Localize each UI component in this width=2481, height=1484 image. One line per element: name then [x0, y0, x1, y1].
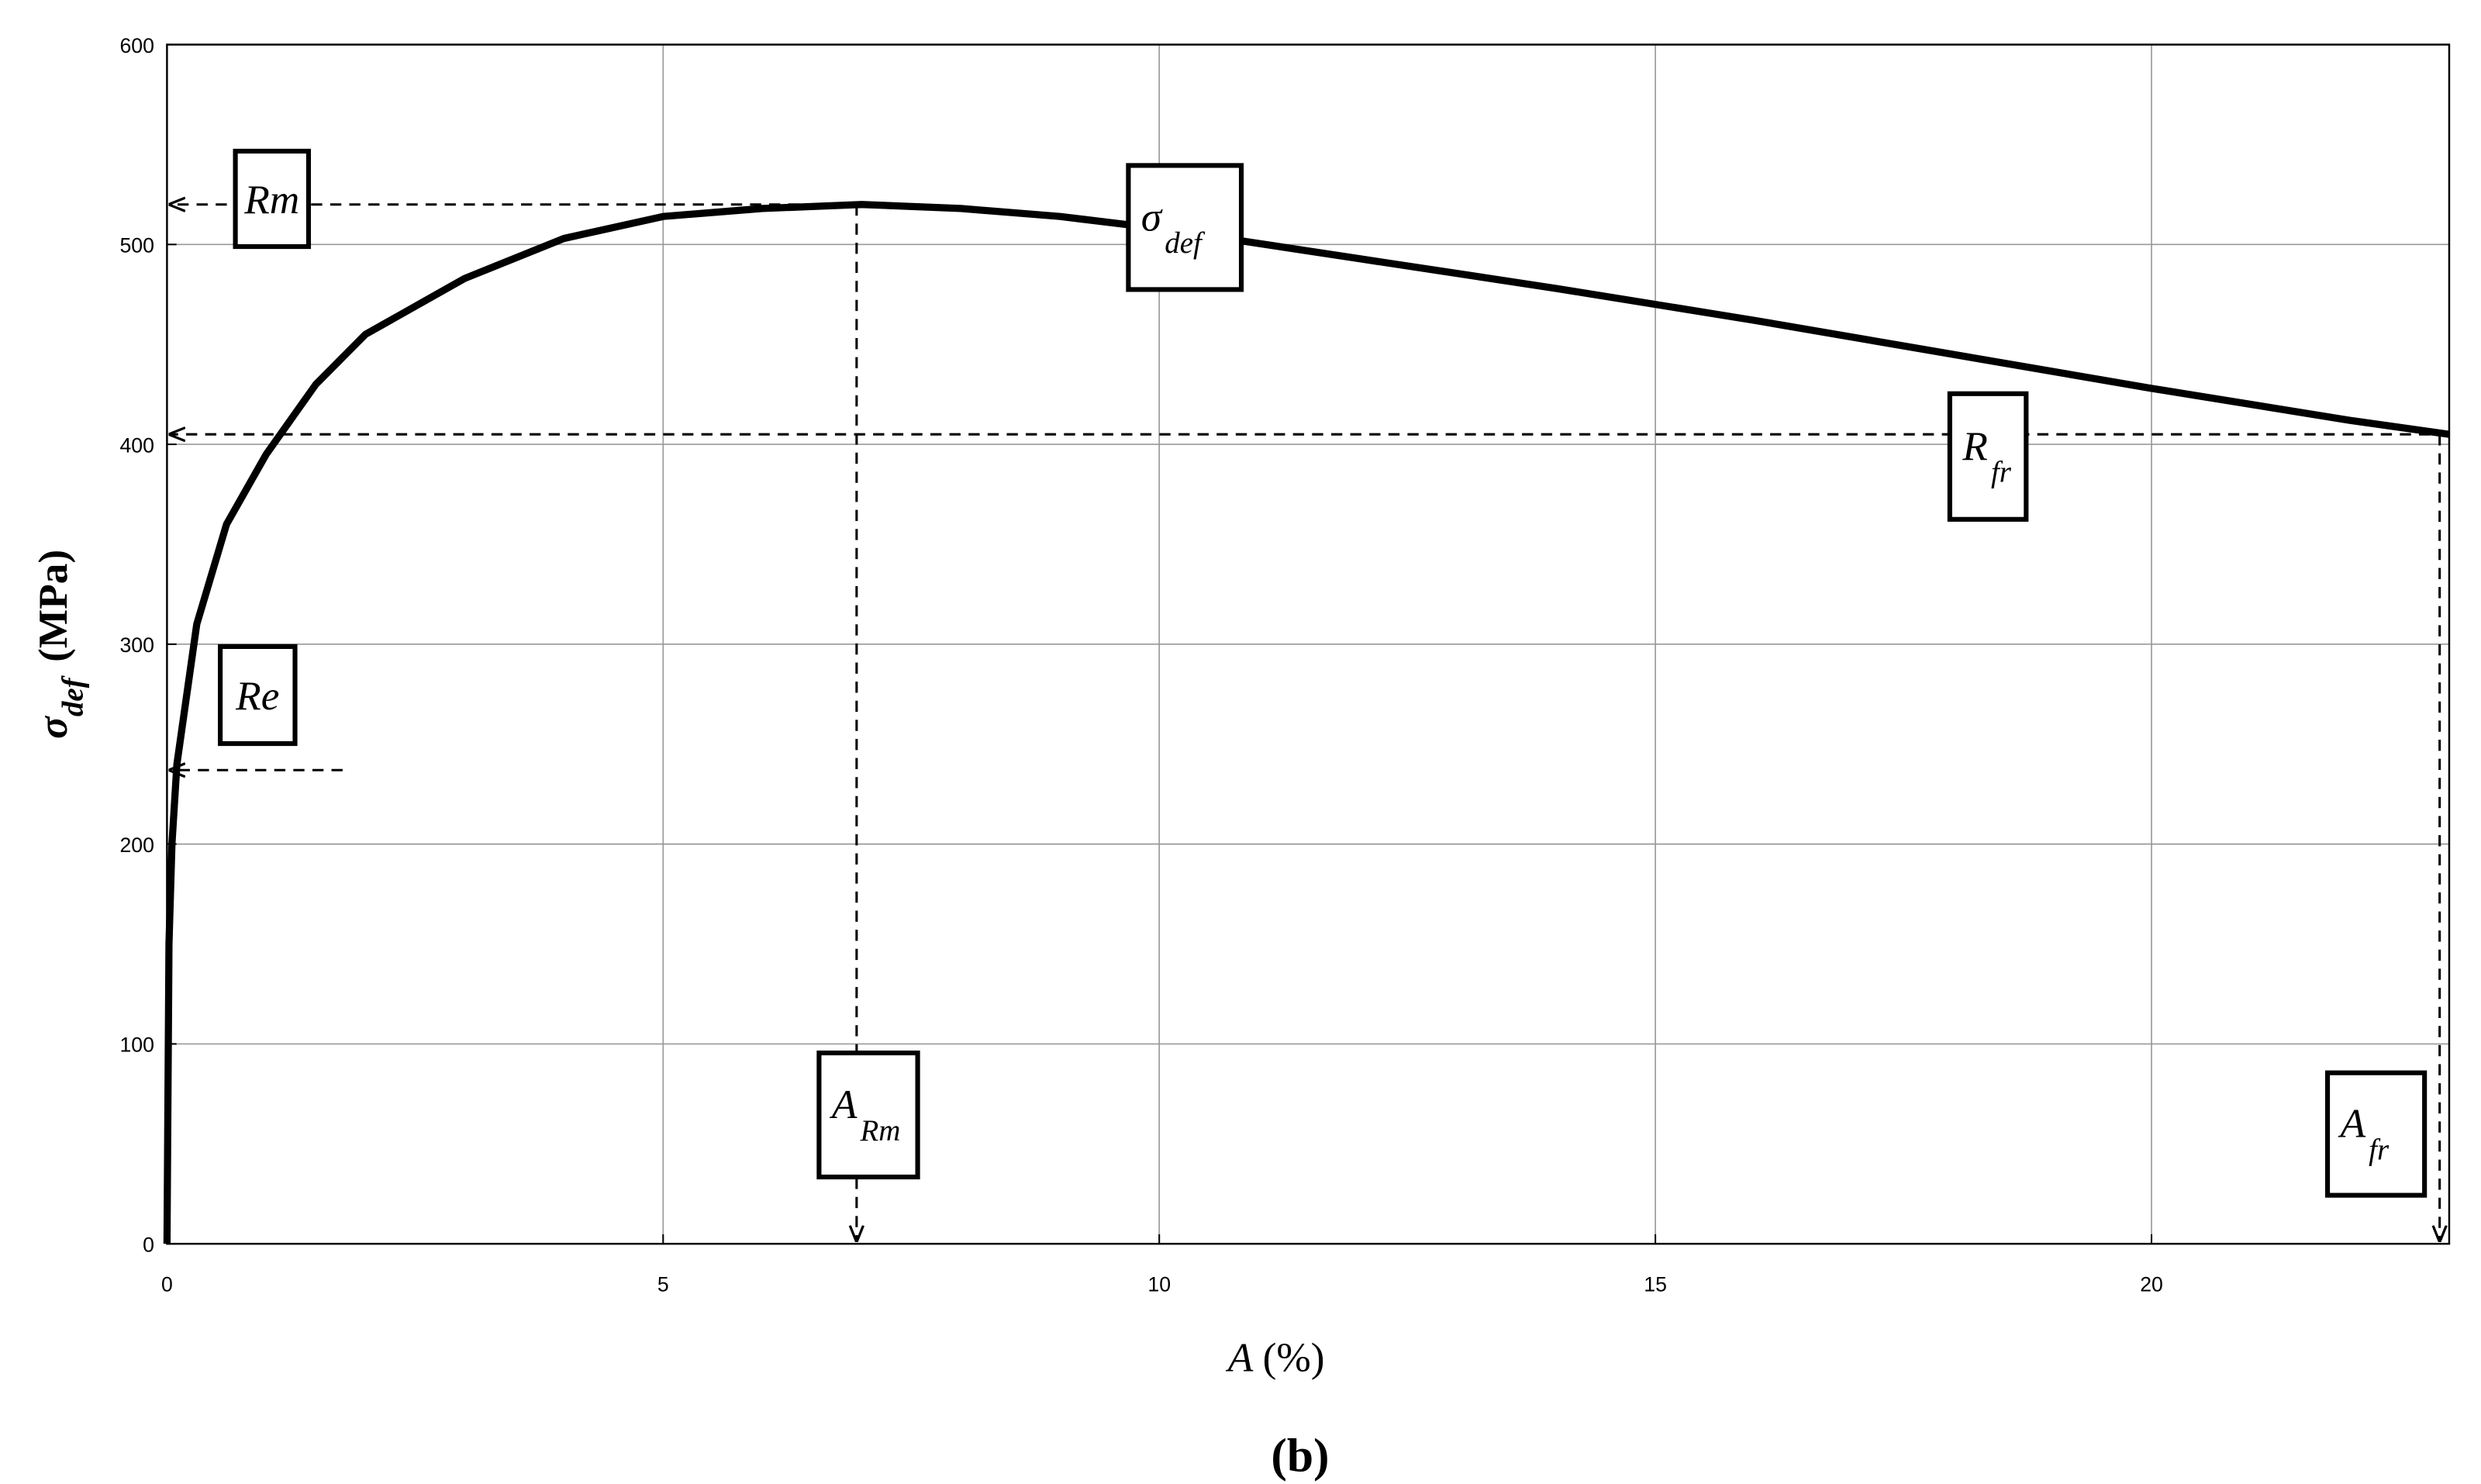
label-box: [233, 148, 312, 250]
annotation-sub: fr: [1991, 456, 2012, 489]
annotation-text: Re: [235, 672, 279, 719]
label-box: [1947, 391, 2029, 522]
annotation-label: Afr: [2338, 1100, 2390, 1167]
annotation-text: R: [1962, 423, 1988, 469]
label-box: [816, 1050, 920, 1180]
y-tick-label: 300: [119, 633, 154, 657]
x-tick-label: 0: [161, 1273, 173, 1296]
x-label-unit: (%): [1263, 1334, 1325, 1380]
annotation-text: A: [2338, 1100, 2365, 1147]
label-box: [1126, 163, 1244, 292]
label-box: [218, 644, 298, 747]
annotation-text: σ: [1141, 194, 1163, 240]
y-tick-label: 500: [119, 234, 154, 257]
y-tick-label: 100: [119, 1034, 154, 1057]
annotation-label: Rm: [243, 176, 299, 223]
annotation-label: ARm: [830, 1081, 901, 1148]
label-box: [2324, 1070, 2428, 1198]
annotation-label: Rfr: [1962, 423, 2012, 489]
y-label-sub: def: [57, 675, 90, 716]
x-axis-label: A (%): [1226, 1334, 1325, 1380]
annotation-sub: Rm: [860, 1114, 901, 1148]
caption: (b): [1271, 1430, 1329, 1482]
annotation-label: Re: [235, 672, 279, 719]
annotation-text: A: [830, 1081, 857, 1127]
annotation-sub: fr: [2369, 1133, 2390, 1166]
y-tick-label: 600: [119, 34, 154, 57]
annotation-label: σdef: [1141, 194, 1206, 261]
y-label-unit: (MPa): [29, 550, 76, 662]
x-label-main: A: [1226, 1334, 1254, 1380]
x-tick-label: 15: [1644, 1273, 1667, 1296]
y-label-main: σ: [29, 716, 76, 739]
y-axis-label: σdef (MPa): [29, 550, 90, 739]
y-tick-label: 200: [119, 833, 154, 857]
x-tick-label: 5: [657, 1273, 669, 1296]
annotation-sub: def: [1165, 226, 1206, 260]
x-tick-label: 20: [2140, 1273, 2163, 1296]
annotation-text: Rm: [243, 176, 299, 223]
x-tick-label: 10: [1147, 1273, 1171, 1296]
plot-frame: [166, 43, 2451, 1245]
y-tick-label: 0: [143, 1233, 154, 1256]
curve: [163, 201, 2450, 1244]
y-tick-label: 400: [119, 433, 154, 457]
